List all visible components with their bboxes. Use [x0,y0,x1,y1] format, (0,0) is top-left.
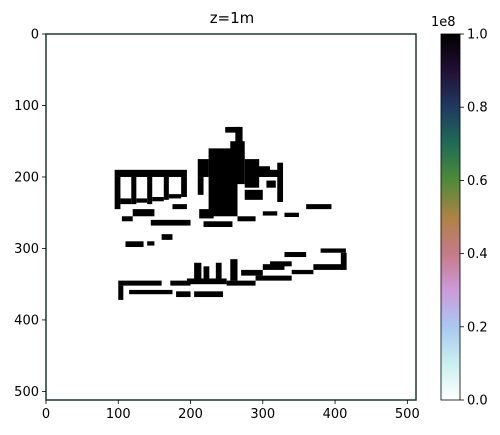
x-tick-label: 0 [42,407,50,422]
building-cell-26 [203,221,233,228]
building-cell-27 [244,189,263,200]
building-cell-36 [340,252,347,270]
building-cell-54 [313,264,343,270]
building-cell-28 [262,169,281,177]
building-cell-18 [197,176,204,195]
building-cell-30 [266,180,276,188]
chart-title: z=1m [210,9,255,27]
heatmap-plot-area [45,33,417,401]
heatmap-buildings [114,126,347,300]
building-cell-2 [131,176,137,205]
building-cell-42 [170,280,191,286]
colorbar-tick-label: 0.0 [467,394,488,409]
y-tick-label: 300 [14,242,39,257]
building-cell-33 [262,211,278,216]
building-cell-13 [150,219,191,226]
x-axis: 0 100 200 300 400 500 [42,400,420,422]
heatmap-background [46,34,416,400]
building-cell-3 [147,176,153,205]
building-cell-52 [255,275,292,281]
building-cell-39 [118,280,162,286]
building-cell-12 [121,216,133,222]
colorbar-tick-label: 1.0 [467,28,488,43]
building-cell-38 [270,261,292,267]
building-cell-51 [226,280,256,286]
colorbar-tick-label: 0.8 [467,101,488,116]
x-tick-label: 500 [395,407,420,422]
building-cell-45 [186,278,227,285]
colorbar-bar [440,33,461,401]
building-cell-25 [199,209,214,219]
building-cell-17 [197,159,209,177]
building-cell-6 [120,198,132,205]
building-cell-9 [168,194,182,199]
y-tick-label: 200 [14,170,39,185]
colorbar-tick-label: 0.6 [467,174,488,189]
y-tick-label: 500 [14,385,39,400]
x-tick-label: 200 [178,407,203,422]
x-tick-label: 300 [250,407,275,422]
building-cell-35 [320,248,346,253]
building-cell-21 [235,126,243,147]
building-cell-29 [277,162,284,202]
building-cell-31 [284,212,299,217]
colorbar-offset-text: 1e8 [431,15,456,30]
colorbar: 1e8 0.0 0.2 0.4 0.6 0.8 1.0 [431,15,488,409]
building-cell-16 [147,241,155,246]
building-cell-22 [225,126,240,133]
building-cell-1 [114,176,121,210]
building-cell-15 [125,241,144,248]
building-cell-7 [136,198,148,203]
y-axis: 0 100 200 300 400 500 [14,28,46,400]
building-cell-48 [230,259,238,281]
x-tick-label: 400 [323,407,348,422]
building-cell-41 [129,289,173,295]
plot-frame [45,33,417,401]
y-tick-label: 400 [14,313,39,328]
building-cell-5 [181,176,187,197]
building-cell-37 [284,252,307,258]
building-cell-49 [241,269,263,276]
building-cell-44 [194,291,224,298]
x-tick-label: 100 [106,407,131,422]
building-cell-8 [152,196,164,202]
building-cell-50 [262,264,285,270]
building-cell-32 [237,216,256,222]
building-cell-55 [194,262,202,281]
building-cell-11 [172,204,187,210]
building-cell-20 [230,141,245,185]
building-cell-43 [176,291,191,298]
building-cell-10 [132,209,155,217]
building-cell-40 [118,285,124,300]
building-cell-0 [114,169,187,177]
building-cell-47 [215,262,222,279]
building-cell-14 [161,234,173,240]
colorbar-tick-label: 0.4 [467,247,488,262]
building-cell-46 [203,266,210,281]
building-cell-53 [291,269,314,275]
building-cell-34 [306,204,332,210]
colorbar-ticks: 0.0 0.2 0.4 0.6 0.8 1.0 [460,28,488,409]
y-tick-label: 0 [31,28,39,43]
y-tick-label: 100 [14,99,39,114]
building-cell-4 [163,176,169,200]
colorbar-tick-label: 0.2 [467,320,488,335]
